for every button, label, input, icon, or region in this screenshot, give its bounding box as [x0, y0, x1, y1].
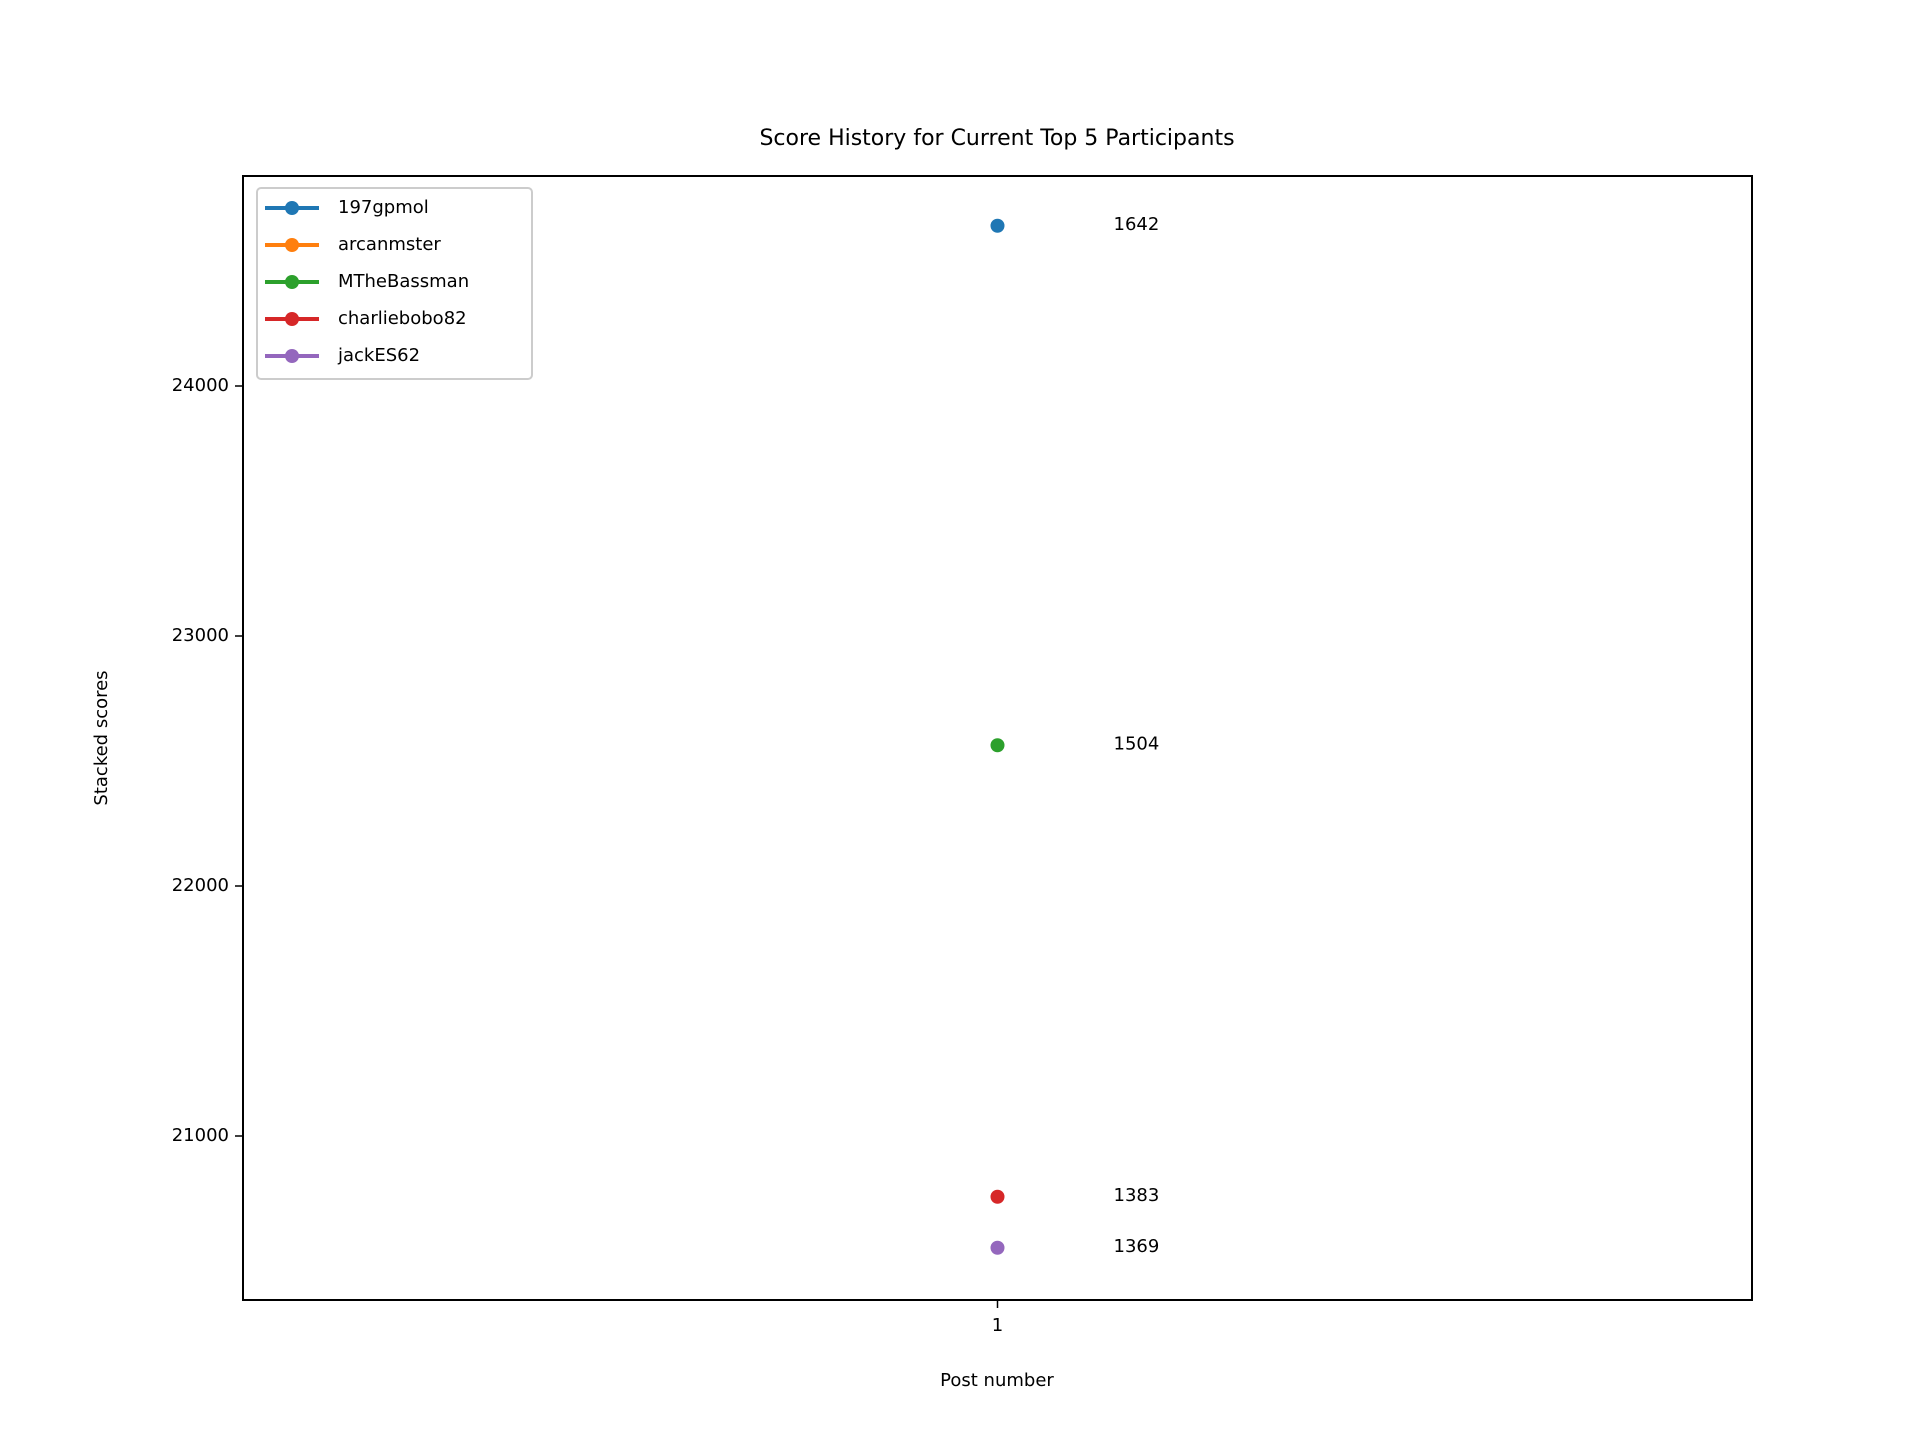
legend: 197gpmol arcanmster MTheBassman charliebobo…	[256, 187, 533, 380]
point	[990, 738, 1005, 753]
legend-swatch-marker	[285, 201, 299, 215]
legend-label: jackES62	[337, 345, 420, 366]
y-tick-label: 24000	[172, 375, 229, 396]
plot-frame	[242, 175, 1753, 1301]
data-label: 1383	[1114, 1185, 1160, 1206]
legend-swatch-marker	[285, 275, 299, 289]
y-axis-label: Stacked scores	[91, 670, 112, 805]
legend-swatch-marker	[285, 349, 299, 363]
point	[990, 1240, 1005, 1255]
point	[990, 218, 1005, 233]
legend-swatch-marker	[285, 238, 299, 252]
legend-label: charliebobo82	[338, 308, 467, 329]
data-label: 1369	[1114, 1236, 1160, 1257]
y-tick-label: 21000	[172, 1125, 229, 1146]
legend-label: 197gpmol	[338, 197, 429, 218]
legend-label: MTheBassman	[338, 271, 469, 292]
legend-box	[256, 187, 533, 380]
data-label: 1504	[1114, 733, 1160, 754]
chart-title: Score History for Current Top 5 Particip…	[759, 126, 1234, 151]
y-tick-label: 22000	[172, 875, 229, 896]
data-label: 1642	[1114, 214, 1160, 235]
point	[990, 1189, 1005, 1204]
legend-label: arcanmster	[338, 234, 441, 255]
y-tick-label: 23000	[172, 625, 229, 646]
x-axis-label: Post number	[940, 1370, 1054, 1391]
x-tick-label: 1	[992, 1315, 1003, 1336]
legend-swatch-marker	[285, 312, 299, 326]
